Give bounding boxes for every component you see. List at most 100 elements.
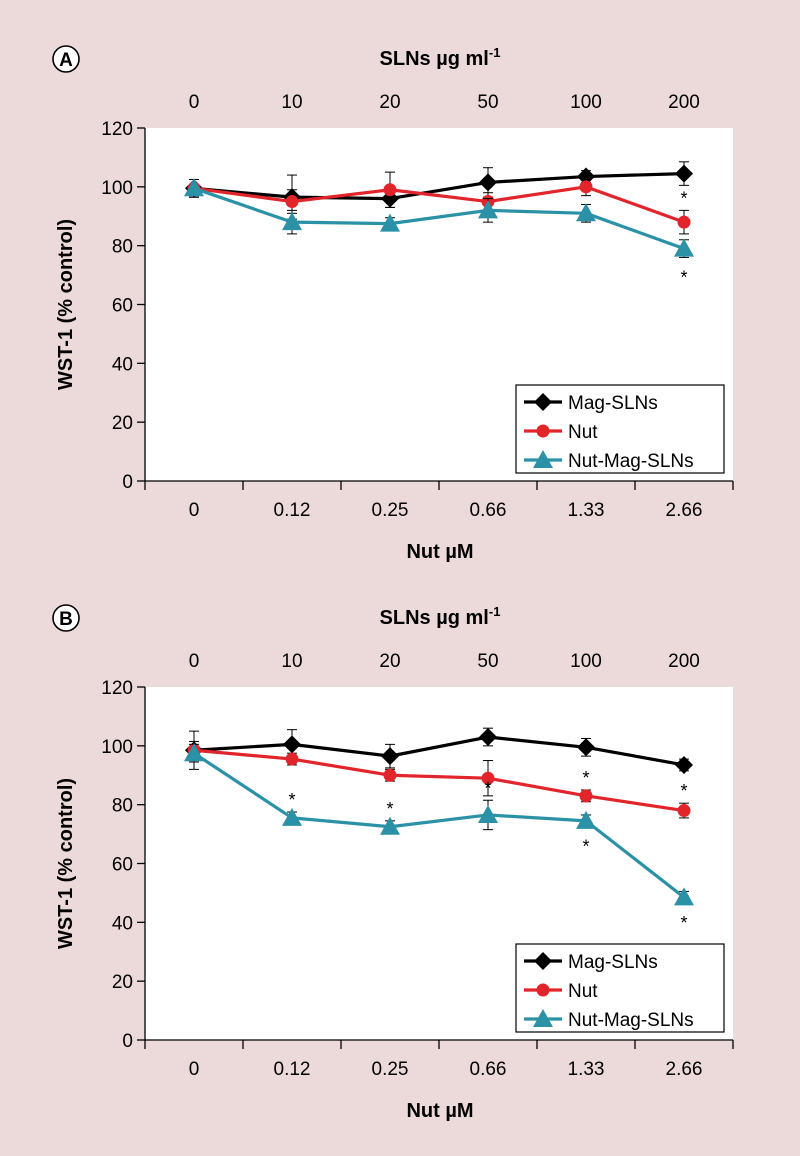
data-point (383, 768, 397, 782)
series-line (193, 186, 685, 251)
legend-label: Nut (568, 422, 598, 443)
series-line (193, 751, 685, 899)
data-point (285, 752, 299, 766)
data-point (282, 807, 302, 826)
y-tick-label: 60 (112, 855, 133, 876)
data-point (579, 789, 593, 803)
legend-label: Nut-Mag-SLNs (568, 1010, 694, 1031)
top-tick-label: 20 (379, 651, 400, 672)
y-tick-label: 40 (112, 354, 133, 375)
data-point (282, 212, 302, 231)
top-tick-label: 10 (281, 651, 302, 672)
series-nut-mag-slns (184, 178, 694, 258)
y-tick-label: 80 (112, 237, 133, 258)
series-line (193, 735, 685, 767)
top-tick-label: 0 (189, 651, 200, 672)
x-tick-label: 0.12 (274, 500, 311, 521)
chart-panel-a: A SLNs µg ml-1 0 10 20 50 100 200 0 20 40 60 80 100 12… (52, 45, 734, 563)
significance-mark: * (582, 768, 589, 788)
panel-label-circle (52, 604, 80, 632)
legend: Mag-SLNs Nut Nut-Mag-SLNs (515, 384, 725, 474)
x-axis-title: Nut µM (406, 1100, 473, 1122)
data-point (380, 816, 400, 835)
panel-label: B (59, 609, 73, 630)
legend: Mag-SLNs Nut Nut-Mag-SLNs (515, 943, 725, 1033)
significance-mark: * (680, 781, 687, 801)
x-axis-title: Nut µM (406, 541, 473, 563)
legend-marker (534, 393, 552, 411)
panel-label: A (59, 50, 73, 71)
data-point (576, 203, 596, 222)
legend-label: Mag-SLNs (568, 393, 658, 414)
y-tick-label: 20 (112, 413, 133, 434)
top-tick-label: 100 (570, 92, 602, 113)
top-tick-label: 0 (189, 92, 200, 113)
significance-mark: * (386, 799, 393, 819)
data-point (381, 747, 399, 766)
legend-label: Nut-Mag-SLNs (568, 451, 694, 472)
y-tick-label: 120 (101, 119, 133, 140)
x-tick-label: 1.33 (568, 500, 605, 521)
data-point (479, 173, 497, 192)
significance-mark: * (680, 913, 687, 933)
x-tick-label: 0.25 (372, 1059, 409, 1080)
y-tick-label: 40 (112, 913, 133, 934)
data-point (677, 804, 691, 818)
y-tick-label: 20 (112, 972, 133, 993)
top-tick-label: 200 (668, 651, 700, 672)
top-tick-label: 50 (477, 651, 498, 672)
data-point (675, 755, 693, 774)
significance-mark: * (484, 778, 491, 798)
x-tick-label: 0.25 (372, 500, 409, 521)
data-point (478, 804, 498, 823)
x-tick-label: 0 (189, 500, 200, 521)
data-point (577, 167, 595, 186)
x-tick-label: 0.66 (470, 1059, 507, 1080)
data-point (184, 743, 204, 762)
top-axis-title: SLNs µg ml-1 (380, 45, 501, 70)
data-point (478, 200, 498, 219)
series-line (193, 185, 685, 224)
data-point (579, 180, 593, 194)
top-tick-label: 100 (570, 651, 602, 672)
top-tick-label: 200 (668, 92, 700, 113)
significance-mark: * (288, 790, 295, 810)
legend-label: Nut (568, 981, 598, 1002)
legend-marker (533, 450, 553, 468)
top-tick-label: 20 (379, 92, 400, 113)
series-line (193, 171, 685, 201)
y-axis-title: WST-1 (% control) (55, 778, 77, 949)
y-axis-title: WST-1 (% control) (55, 219, 77, 390)
x-tick-label: 0.66 (470, 500, 507, 521)
data-point (674, 238, 694, 257)
data-point (576, 810, 596, 829)
y-tick-label: 100 (101, 737, 133, 758)
chart-panel-b: B SLNs µg ml-1 0 10 20 50 100 200 0 20 40 60 80 100 12… (52, 604, 734, 1122)
data-point (383, 183, 397, 197)
top-tick-label: 50 (477, 92, 498, 113)
legend-marker (534, 952, 552, 970)
legend-box (515, 384, 725, 474)
x-tick-label: 1.33 (568, 1059, 605, 1080)
data-point (577, 738, 595, 757)
y-tick-label: 100 (101, 178, 133, 199)
data-point (675, 164, 693, 183)
x-tick-label: 2.66 (666, 1059, 703, 1080)
x-tick-label: 0.12 (274, 1059, 311, 1080)
y-tick-label: 0 (122, 472, 133, 493)
x-tick-label: 0 (189, 1059, 200, 1080)
y-tick-label: 80 (112, 796, 133, 817)
significance-mark: * (582, 837, 589, 857)
legend-marker (533, 1009, 553, 1027)
significance-mark: * (680, 267, 687, 287)
legend-box (515, 943, 725, 1033)
legend-label: Mag-SLNs (568, 952, 658, 973)
data-point (677, 215, 691, 229)
data-point (479, 728, 497, 747)
legend-marker (536, 424, 550, 438)
series-line (193, 748, 685, 813)
panel-label-circle (52, 45, 80, 73)
data-point (674, 887, 694, 906)
data-point (380, 213, 400, 232)
